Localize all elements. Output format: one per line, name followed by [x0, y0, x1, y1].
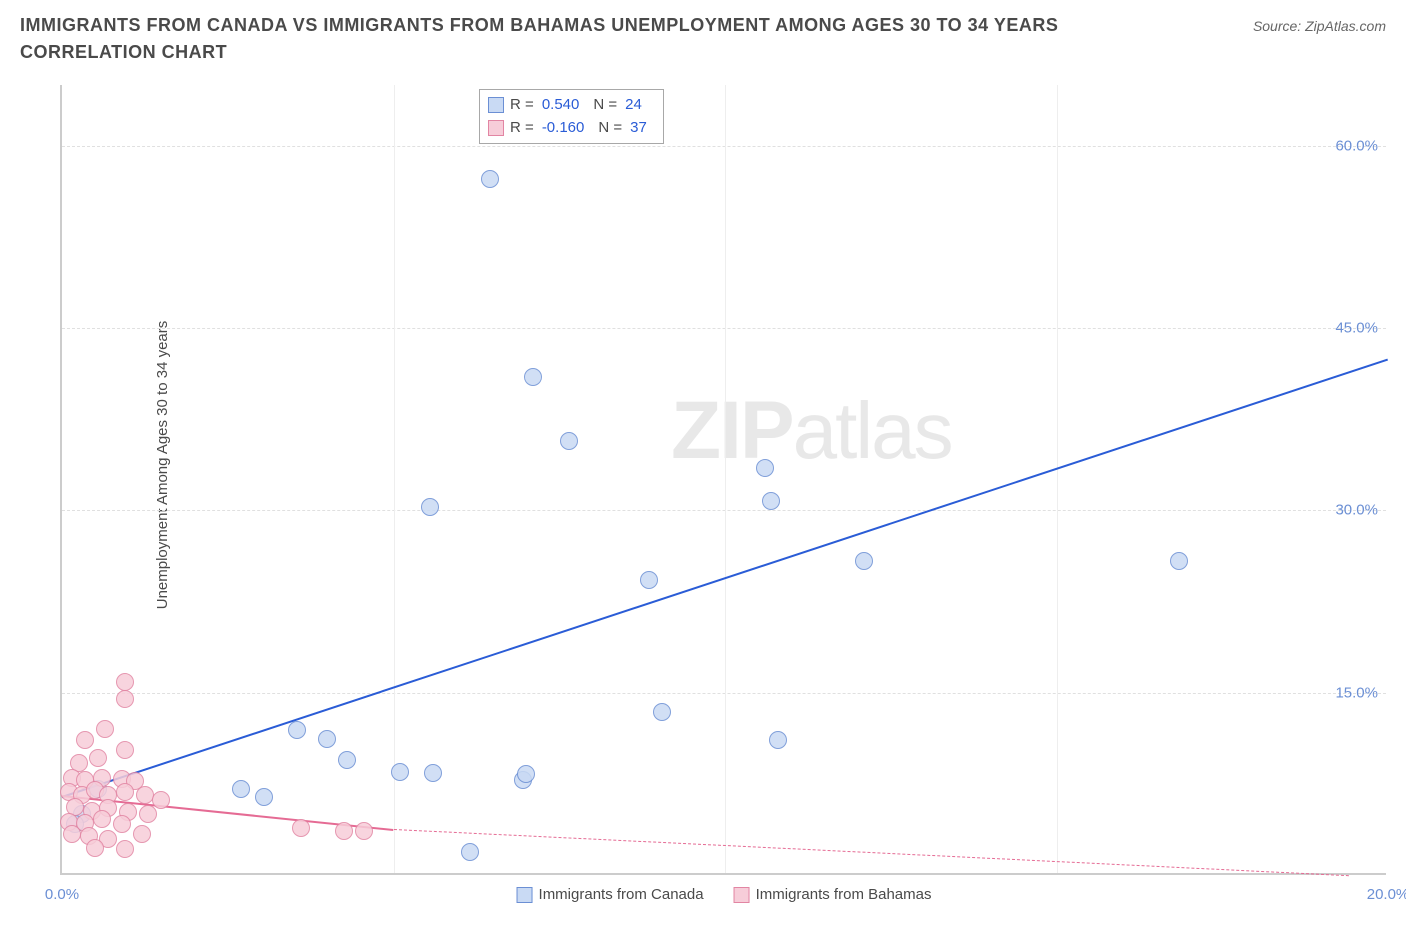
- scatter-marker: [86, 839, 104, 857]
- scatter-marker: [136, 786, 154, 804]
- legend-swatch: [517, 887, 533, 903]
- scatter-marker: [76, 731, 94, 749]
- y-tick-label: 45.0%: [1335, 320, 1378, 337]
- title-bar: IMMIGRANTS FROM CANADA VS IMMIGRANTS FRO…: [0, 0, 1406, 74]
- scatter-marker: [93, 810, 111, 828]
- scatter-marker: [481, 170, 499, 188]
- grid-line-h: [62, 693, 1386, 694]
- legend-swatch: [488, 120, 504, 136]
- scatter-marker: [756, 459, 774, 477]
- watermark-left: ZIP: [671, 385, 793, 476]
- scatter-marker: [318, 730, 336, 748]
- chart-plot-area: ZIPatlas 15.0%30.0%45.0%60.0%0.0%20.0% R…: [60, 85, 1386, 875]
- scatter-marker: [292, 819, 310, 837]
- y-tick-label: 30.0%: [1335, 502, 1378, 519]
- scatter-marker: [653, 703, 671, 721]
- scatter-marker: [152, 791, 170, 809]
- scatter-marker: [640, 571, 658, 589]
- legend-item: Immigrants from Canada: [517, 886, 704, 903]
- stats-legend-box: R =0.540N =24R =-0.160N =37: [479, 89, 664, 144]
- legend-swatch: [488, 97, 504, 113]
- stat-r-label: R =: [510, 94, 534, 117]
- legend-swatch: [734, 887, 750, 903]
- x-tick-label: 20.0%: [1367, 886, 1406, 903]
- scatter-marker: [113, 815, 131, 833]
- scatter-marker: [560, 432, 578, 450]
- legend-label: Immigrants from Bahamas: [756, 886, 932, 903]
- stat-n-value: 37: [630, 117, 647, 140]
- scatter-marker: [89, 749, 107, 767]
- scatter-marker: [116, 741, 134, 759]
- scatter-marker: [139, 805, 157, 823]
- scatter-marker: [288, 721, 306, 739]
- scatter-marker: [421, 498, 439, 516]
- bottom-legend: Immigrants from Canada Immigrants from Ba…: [517, 886, 932, 903]
- grid-line-h: [62, 146, 1386, 147]
- scatter-marker: [338, 751, 356, 769]
- scatter-marker: [524, 368, 542, 386]
- source-attribution: Source: ZipAtlas.com: [1253, 18, 1386, 34]
- scatter-marker: [116, 840, 134, 858]
- stat-n-label: N =: [598, 117, 622, 140]
- grid-line-v: [725, 85, 726, 873]
- stat-n-label: N =: [593, 94, 617, 117]
- legend-label: Immigrants from Canada: [539, 886, 704, 903]
- scatter-marker: [116, 690, 134, 708]
- watermark-right: atlas: [793, 386, 952, 475]
- scatter-marker: [133, 825, 151, 843]
- scatter-marker: [762, 492, 780, 510]
- grid-line-v: [394, 85, 395, 873]
- scatter-marker: [769, 731, 787, 749]
- stats-row: R = -0.160 N = 37: [488, 117, 655, 140]
- scatter-marker: [855, 552, 873, 570]
- scatter-marker: [255, 788, 273, 806]
- stats-row: R = 0.540 N = 24: [488, 94, 655, 117]
- trend-extrapolation: [393, 829, 1348, 876]
- grid-line-h: [62, 510, 1386, 511]
- y-tick-label: 60.0%: [1335, 137, 1378, 154]
- scatter-marker: [335, 822, 353, 840]
- scatter-marker: [232, 780, 250, 798]
- y-tick-label: 15.0%: [1335, 684, 1378, 701]
- scatter-marker: [461, 843, 479, 861]
- grid-line-v: [1057, 85, 1058, 873]
- stat-r-label: R =: [510, 117, 534, 140]
- scatter-marker: [424, 764, 442, 782]
- stat-r-value: -0.160: [542, 117, 585, 140]
- scatter-marker: [355, 822, 373, 840]
- scatter-marker: [517, 765, 535, 783]
- stat-n-value: 24: [625, 94, 642, 117]
- scatter-marker: [391, 763, 409, 781]
- scatter-marker: [63, 825, 81, 843]
- watermark: ZIPatlas: [671, 384, 952, 478]
- stat-r-value: 0.540: [542, 94, 580, 117]
- chart-title: IMMIGRANTS FROM CANADA VS IMMIGRANTS FRO…: [20, 12, 1120, 66]
- scatter-marker: [116, 783, 134, 801]
- scatter-marker: [96, 720, 114, 738]
- grid-line-h: [62, 328, 1386, 329]
- x-tick-label: 0.0%: [45, 886, 79, 903]
- scatter-marker: [1170, 552, 1188, 570]
- scatter-marker: [116, 673, 134, 691]
- legend-item: Immigrants from Bahamas: [734, 886, 932, 903]
